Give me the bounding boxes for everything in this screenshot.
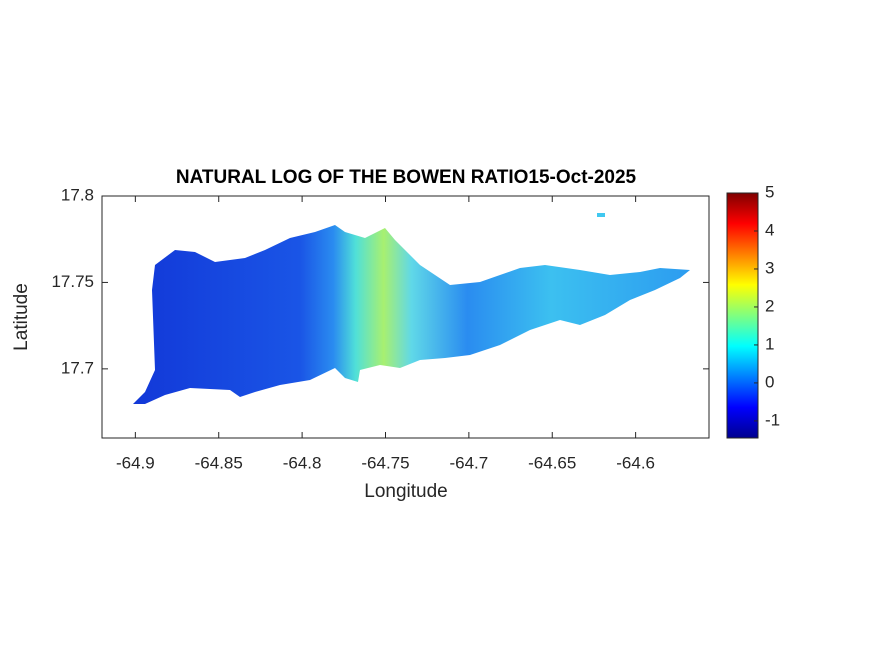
colorbar-tick-label: 5 bbox=[765, 182, 774, 201]
y-axis-label: Latitude bbox=[11, 283, 32, 351]
colorbar-tick-label: -1 bbox=[765, 410, 780, 429]
y-tick-label: 17.8 bbox=[61, 185, 94, 204]
chart-title: NATURAL LOG OF THE BOWEN RATIO15-Oct-202… bbox=[176, 167, 637, 188]
colorbar bbox=[726, 192, 759, 439]
colorbar-tick-label: 3 bbox=[765, 258, 774, 277]
plot-box bbox=[101, 195, 710, 439]
x-tick-label: -64.65 bbox=[528, 453, 576, 472]
x-tick-label: -64.9 bbox=[116, 453, 155, 472]
x-tick-label: -64.8 bbox=[283, 453, 322, 472]
x-axis-label: Longitude bbox=[364, 481, 447, 502]
colorbar-tick-label: 1 bbox=[765, 334, 774, 353]
x-tick-label: -64.6 bbox=[616, 453, 655, 472]
colorbar-tick-label: 2 bbox=[765, 296, 774, 315]
y-tick-label: 17.7 bbox=[61, 358, 94, 377]
x-tick-label: -64.7 bbox=[449, 453, 488, 472]
island bbox=[133, 225, 690, 404]
x-tick-label: -64.75 bbox=[361, 453, 409, 472]
islet bbox=[597, 213, 605, 217]
x-tick-label: -64.85 bbox=[195, 453, 243, 472]
y-tick-label: 17.75 bbox=[51, 272, 94, 291]
colorbar-tick-label: 0 bbox=[765, 372, 774, 391]
colorbar-tick-label: 4 bbox=[765, 220, 774, 239]
